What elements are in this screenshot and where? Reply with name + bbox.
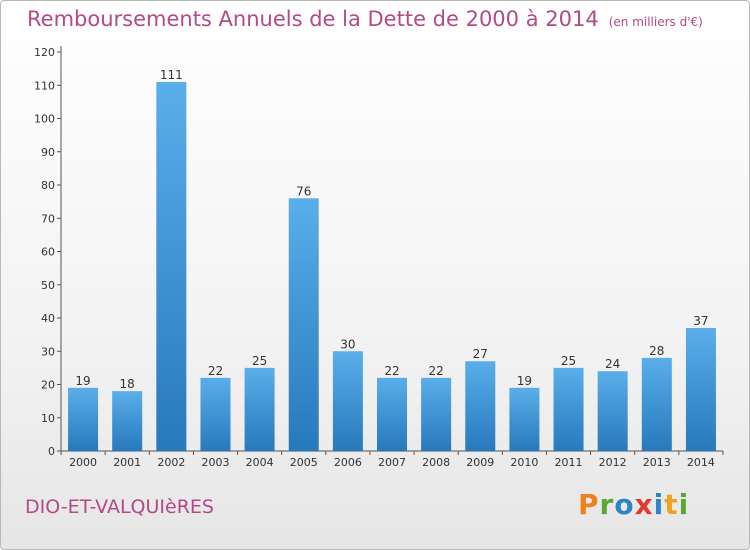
bar-value-label: 28 [649,344,664,358]
bar-value-label: 22 [208,364,223,378]
logo-letter: P [578,488,600,521]
chart-title: Remboursements Annuels de la Dette de 20… [27,7,703,31]
y-tick-label: 80 [41,179,55,192]
y-tick-label: 100 [34,113,55,126]
y-tick-label: 40 [41,312,55,325]
logo-letter: i [678,488,690,521]
x-tick-label: 2013 [643,456,671,469]
x-tick-label: 2002 [157,456,185,469]
bar [68,387,99,451]
x-tick-label: 2010 [510,456,538,469]
bar-value-label: 22 [384,364,399,378]
x-tick-label: 2007 [378,456,406,469]
bar [421,377,452,451]
chart-title-text: Remboursements Annuels de la Dette de 20… [27,7,599,31]
bar [377,377,407,451]
bar [685,327,716,451]
logo-letter: x [634,488,654,521]
bar-value-label: 22 [428,364,443,378]
bar [509,387,540,451]
bar-value-label: 25 [252,354,267,368]
x-tick-label: 2008 [422,456,450,469]
x-tick-label: 2001 [113,456,141,469]
bar-value-label: 37 [693,314,708,328]
y-tick-label: 0 [48,445,55,458]
y-tick-label: 70 [41,212,55,225]
bar-value-label: 30 [340,337,355,351]
bar-value-label: 18 [120,377,135,391]
bar [597,371,628,451]
x-tick-label: 2006 [334,456,362,469]
bar [553,367,584,451]
x-tick-label: 2004 [246,456,274,469]
x-tick-label: 2011 [555,456,583,469]
logo-letter: o [614,488,635,521]
chart-unit: (en milliers d'€) [608,15,703,29]
bar-value-label: 111 [160,68,183,82]
y-tick-label: 110 [34,79,55,92]
bar-value-label: 19 [517,374,532,388]
y-tick-label: 20 [41,379,55,392]
logo-letter: i [653,488,665,521]
bar [332,351,363,451]
x-tick-label: 2014 [687,456,715,469]
logo-letter: r [599,488,615,521]
proxiti-logo: Proxiti [578,488,689,521]
y-tick-label: 30 [41,345,55,358]
bar-value-label: 24 [605,357,620,371]
bar [244,367,275,451]
bar [156,81,187,452]
bar-value-label: 25 [561,354,576,368]
x-tick-label: 2009 [466,456,494,469]
x-tick-label: 2003 [201,456,229,469]
y-tick-label: 10 [41,412,55,425]
x-tick-label: 2012 [599,456,627,469]
y-tick-label: 90 [41,146,55,159]
bar-value-label: 76 [296,184,311,198]
logo-letter: t [664,488,679,521]
town-name: DIO-ET-VALQUIèRES [25,496,214,518]
bar [641,357,672,451]
bar-value-label: 27 [473,347,488,361]
bar-value-label: 19 [75,374,90,388]
bar [112,391,143,451]
bar [465,361,496,451]
y-tick-label: 120 [34,46,55,59]
bar [200,377,231,451]
bar [288,198,319,451]
x-tick-label: 2000 [69,456,97,469]
y-tick-label: 60 [41,246,55,259]
y-tick-label: 50 [41,279,55,292]
x-tick-label: 2005 [290,456,318,469]
